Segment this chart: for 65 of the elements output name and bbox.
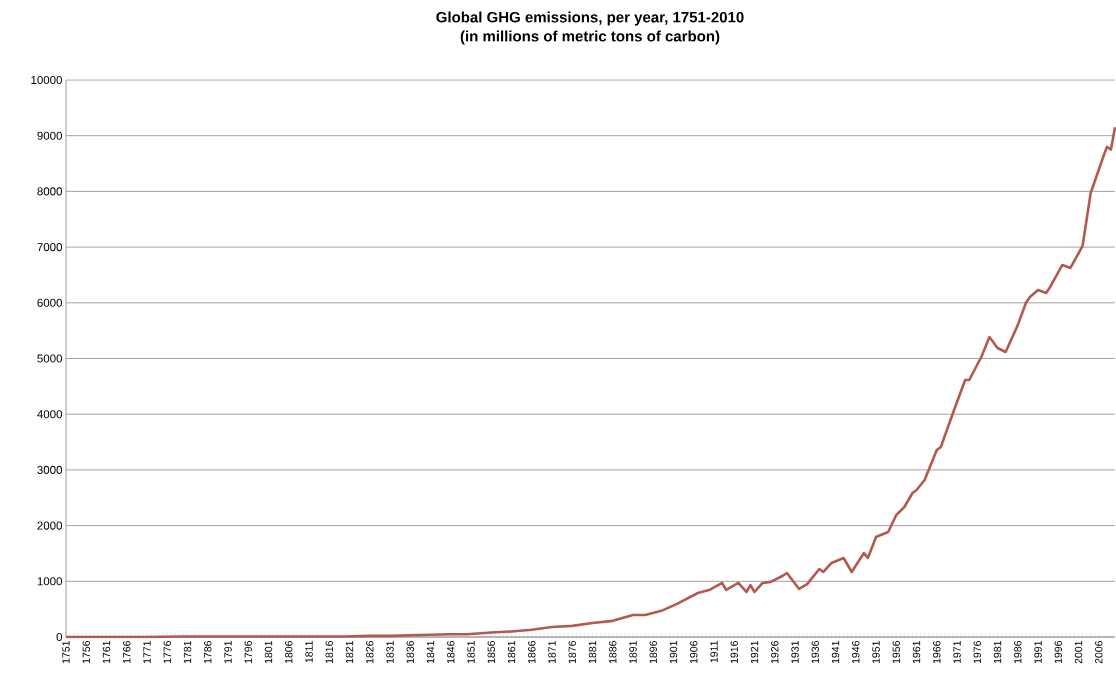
x-tick-label: 1796: [244, 641, 252, 664]
x-tick-label: 1891: [629, 641, 637, 664]
x-tick-label: 1911: [710, 641, 718, 663]
x-tick-label: 1811: [305, 641, 313, 663]
y-tick-label: 2000: [37, 521, 63, 530]
chart-title: Global GHG emissions, per year, 1751-2010: [436, 11, 744, 26]
x-tick-label: 1751: [62, 641, 70, 664]
x-tick-label: 1841: [426, 641, 435, 664]
x-tick-label: 1851: [467, 641, 475, 664]
x-tick-label: 2001: [1074, 641, 1083, 664]
x-tick-label: 1996: [1054, 641, 1063, 664]
x-tick-label: 1971: [953, 641, 961, 664]
x-tick-label: 1861: [507, 641, 516, 664]
x-tick-label: 1916: [730, 641, 738, 664]
x-tick-label: 1801: [264, 641, 273, 664]
x-tick-label: 1921: [750, 641, 759, 664]
y-tick-label: 1000: [37, 577, 63, 586]
y-tick-label: 9000: [37, 131, 63, 140]
x-tick-label: 1756: [82, 641, 90, 664]
x-tick-label: 1821: [345, 641, 354, 664]
x-tick-label: 1786: [204, 641, 212, 664]
x-tick-label: 1831: [386, 641, 394, 664]
y-tick-label: 6000: [37, 298, 63, 307]
x-tick-label: 1761: [102, 641, 111, 664]
x-tick-label: 1991: [1034, 641, 1042, 664]
x-tick-label: 1881: [588, 641, 597, 664]
x-tick-label: 2006: [1095, 641, 1103, 664]
y-tick-label: 0: [56, 632, 63, 642]
y-tick-label: 7000: [37, 243, 63, 252]
x-tick-label: 1791: [224, 641, 232, 664]
y-tick-label: 3000: [37, 465, 63, 474]
x-tick-label: 1966: [933, 641, 941, 664]
x-tick-label: 1956: [892, 641, 900, 664]
x-tick-label: 1806: [285, 641, 293, 664]
y-tick-label: 4000: [37, 410, 63, 419]
x-tick-label: 1771: [143, 641, 151, 664]
chart-subtitle: (in millions of metric tons of carbon): [460, 30, 720, 45]
x-tick-label: 1866: [528, 641, 536, 664]
x-tick-label: 1781: [183, 641, 192, 664]
x-tick-label: 1776: [163, 641, 171, 664]
y-tick-label: 8000: [37, 187, 63, 196]
x-tick-label: 1981: [993, 641, 1002, 664]
x-tick-label: 1906: [690, 641, 698, 664]
x-tick-label: 1946: [852, 641, 860, 664]
x-tick-label: 1901: [669, 641, 678, 664]
x-tick-label: 1846: [447, 641, 455, 664]
x-tick-label: 1766: [123, 641, 131, 664]
x-tick-label: 1941: [831, 641, 840, 664]
x-tick-label: 1826: [366, 641, 374, 664]
x-tick-label: 1896: [649, 641, 657, 664]
x-tick-label: 1986: [1014, 641, 1022, 664]
y-tick-label: 5000: [37, 354, 63, 363]
x-tick-label: 1876: [568, 641, 576, 664]
x-tick-label: 1951: [872, 641, 880, 664]
x-tick-label: 1886: [609, 641, 617, 664]
y-tick-label: 10000: [31, 75, 63, 85]
x-tick-label: 1926: [771, 641, 779, 664]
x-tick-label: 1936: [811, 641, 819, 664]
x-tick-label: 1871: [548, 641, 556, 664]
x-tick-label: 1931: [791, 641, 799, 664]
x-tick-label: 1961: [912, 641, 921, 664]
x-tick-label: 1976: [973, 641, 982, 664]
x-tick-label: 1856: [487, 641, 495, 664]
x-tick-label: 1836: [406, 641, 414, 664]
x-tick-label: 1816: [325, 641, 333, 664]
